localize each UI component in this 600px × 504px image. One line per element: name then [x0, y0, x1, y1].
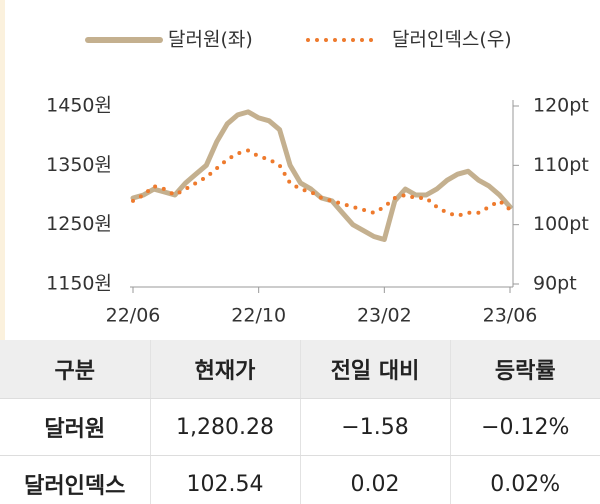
header-cell: 현재가: [149, 340, 300, 399]
quote-table: 구분 현재가 전일 대비 등락률 달러원 1,280.28 −1.58 −0.1…: [0, 340, 600, 504]
table-row: 달러인덱스 102.54 0.02 0.02%: [0, 455, 600, 504]
cell: −1.58: [299, 398, 450, 456]
y2-tick-label: 120pt: [533, 95, 589, 117]
cell: 달러원: [0, 398, 150, 456]
x-tick-label: 23/06: [483, 305, 538, 327]
x-tick-label: 22/06: [106, 305, 161, 327]
cell: 1,280.28: [149, 398, 300, 456]
y2-tick-label: 90pt: [533, 273, 577, 295]
legend-label: 달러인덱스(우): [392, 29, 512, 51]
cell: 0.02: [299, 455, 450, 504]
y-tick-label: 1350원: [46, 154, 112, 176]
header-cell: 구분: [0, 340, 150, 399]
cell: 달러인덱스: [0, 455, 150, 504]
legend-label: 달러원(좌): [168, 29, 253, 51]
x-tick-label: 23/02: [357, 305, 412, 327]
cell: −0.12%: [449, 398, 600, 456]
y-tick-label: 1250원: [46, 213, 112, 235]
header-cell: 등락률: [449, 340, 600, 399]
chart: 1450원 1350원 1250원 1150원 120pt 110pt 100pt 90pt 2…: [0, 0, 589, 340]
side-strip: [0, 0, 5, 340]
cell: 0.02%: [449, 455, 600, 504]
y2-tick-label: 100pt: [533, 213, 589, 235]
y2-tick-label: 110pt: [533, 154, 589, 176]
dotted-line: [131, 148, 512, 218]
line: [130, 109, 513, 242]
table-header: 구분 현재가 전일 대비 등락률: [0, 340, 600, 399]
y-tick-label: 1150원: [46, 273, 112, 295]
header-cell: 전일 대비: [299, 340, 450, 399]
y-tick-label: 1450원: [46, 95, 112, 117]
x-tick-label: 22/10: [231, 305, 286, 327]
cell: 102.54: [149, 455, 300, 504]
table-row: 달러원 1,280.28 −1.58 −0.12%: [0, 398, 600, 456]
